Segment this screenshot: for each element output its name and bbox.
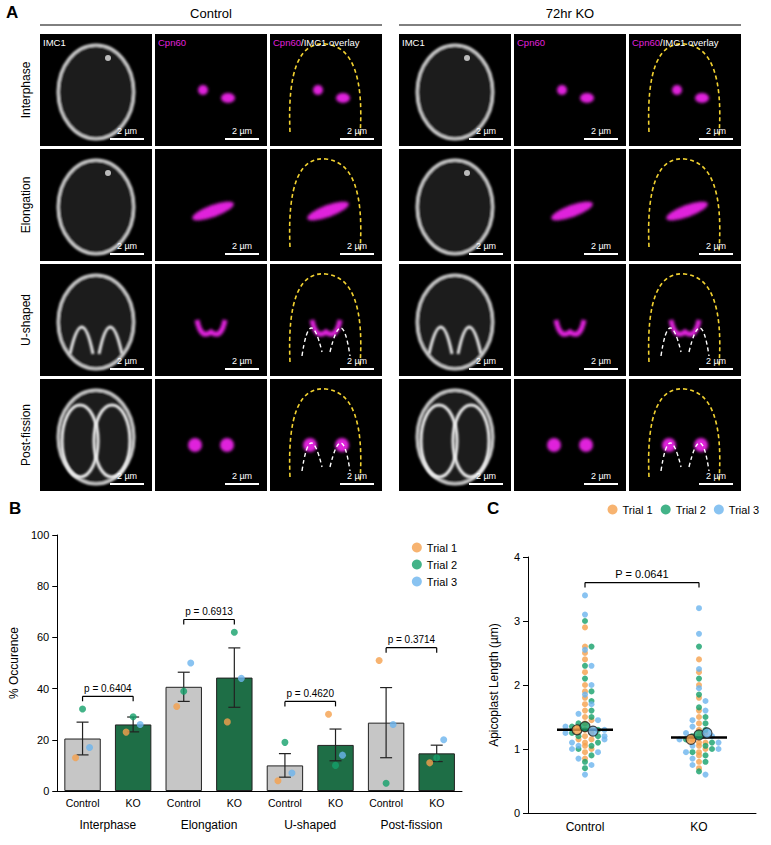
svg-text:KO: KO [328, 797, 343, 809]
svg-text:Trial 3: Trial 3 [427, 576, 457, 588]
svg-text:72hr KO: 72hr KO [546, 6, 594, 21]
svg-text:20: 20 [37, 734, 49, 746]
svg-text:2 µm: 2 µm [591, 471, 611, 481]
svg-text:KO: KO [126, 797, 141, 809]
svg-text:100: 100 [31, 529, 49, 541]
svg-text:40: 40 [37, 683, 49, 695]
svg-text:2 µm: 2 µm [347, 241, 367, 251]
svg-text:2 µm: 2 µm [117, 241, 137, 251]
svg-text:KO: KO [429, 797, 444, 809]
svg-text:2 µm: 2 µm [232, 471, 252, 481]
svg-text:p = 0.6404: p = 0.6404 [84, 683, 132, 694]
svg-text:1: 1 [514, 743, 520, 755]
svg-text:Post-fission: Post-fission [19, 404, 33, 466]
svg-text:Trial 2: Trial 2 [427, 559, 457, 571]
svg-text:Cpn60: Cpn60 [158, 37, 186, 48]
svg-text:2 µm: 2 µm [706, 471, 726, 481]
svg-text:Control: Control [167, 797, 201, 809]
svg-text:2 µm: 2 µm [476, 241, 496, 251]
svg-text:0: 0 [43, 785, 49, 797]
svg-text:2 µm: 2 µm [117, 356, 137, 366]
svg-text:2 µm: 2 µm [706, 126, 726, 136]
svg-text:2 µm: 2 µm [476, 471, 496, 481]
svg-text:Cpn60/IMC1 overlay: Cpn60/IMC1 overlay [632, 37, 719, 48]
svg-text:U-shaped: U-shaped [19, 294, 33, 346]
svg-text:3: 3 [514, 615, 520, 627]
svg-text:A: A [6, 3, 18, 22]
svg-text:B: B [9, 499, 21, 518]
svg-text:Trial 3: Trial 3 [729, 504, 759, 516]
svg-text:Interphase: Interphase [79, 818, 136, 832]
svg-text:2 µm: 2 µm [476, 356, 496, 366]
svg-text:0: 0 [514, 807, 520, 819]
svg-text:60: 60 [37, 631, 49, 643]
svg-text:Control: Control [66, 797, 100, 809]
svg-text:Control: Control [268, 797, 302, 809]
svg-text:Cpn60: Cpn60 [517, 37, 545, 48]
svg-text:Trial 1: Trial 1 [623, 504, 653, 516]
svg-text:2 µm: 2 µm [591, 356, 611, 366]
svg-text:Elongation: Elongation [181, 818, 238, 832]
svg-text:2 µm: 2 µm [232, 241, 252, 251]
svg-text:P = 0.0641: P = 0.0641 [615, 568, 668, 580]
svg-text:Control: Control [566, 820, 605, 834]
svg-text:2 µm: 2 µm [476, 126, 496, 136]
svg-text:2: 2 [514, 679, 520, 691]
svg-text:2 µm: 2 µm [591, 241, 611, 251]
svg-text:2 µm: 2 µm [706, 241, 726, 251]
svg-text:p = 0.6913: p = 0.6913 [185, 606, 233, 617]
svg-text:% Occurence: % Occurence [7, 627, 21, 699]
svg-text:Apicoplast Length (µm): Apicoplast Length (µm) [487, 623, 501, 747]
svg-text:p = 0.3714: p = 0.3714 [388, 634, 436, 645]
svg-text:Elongation: Elongation [19, 177, 33, 234]
svg-text:KO: KO [690, 820, 707, 834]
svg-text:2 µm: 2 µm [347, 471, 367, 481]
svg-text:IMC1: IMC1 [402, 37, 425, 48]
svg-text:2 µm: 2 µm [706, 356, 726, 366]
svg-text:Trial 2: Trial 2 [676, 504, 706, 516]
svg-text:KO: KO [227, 797, 242, 809]
svg-text:2 µm: 2 µm [347, 126, 367, 136]
svg-text:2 µm: 2 µm [232, 126, 252, 136]
svg-text:U-shaped: U-shaped [284, 818, 336, 832]
svg-text:p = 0.4620: p = 0.4620 [286, 688, 334, 699]
svg-text:2 µm: 2 µm [232, 356, 252, 366]
svg-text:80: 80 [37, 580, 49, 592]
svg-text:Cpn60/IMC1 overlay: Cpn60/IMC1 overlay [273, 37, 360, 48]
svg-text:Control: Control [190, 6, 232, 21]
svg-text:2 µm: 2 µm [347, 356, 367, 366]
svg-text:2 µm: 2 µm [591, 126, 611, 136]
svg-text:Interphase: Interphase [19, 61, 33, 118]
svg-text:2 µm: 2 µm [117, 471, 137, 481]
svg-text:IMC1: IMC1 [43, 37, 66, 48]
svg-text:Control: Control [369, 797, 403, 809]
svg-text:C: C [487, 499, 499, 518]
svg-text:Post-fission: Post-fission [380, 818, 442, 832]
svg-text:4: 4 [514, 551, 520, 563]
svg-text:2 µm: 2 µm [117, 126, 137, 136]
svg-text:Trial 1: Trial 1 [427, 542, 457, 554]
